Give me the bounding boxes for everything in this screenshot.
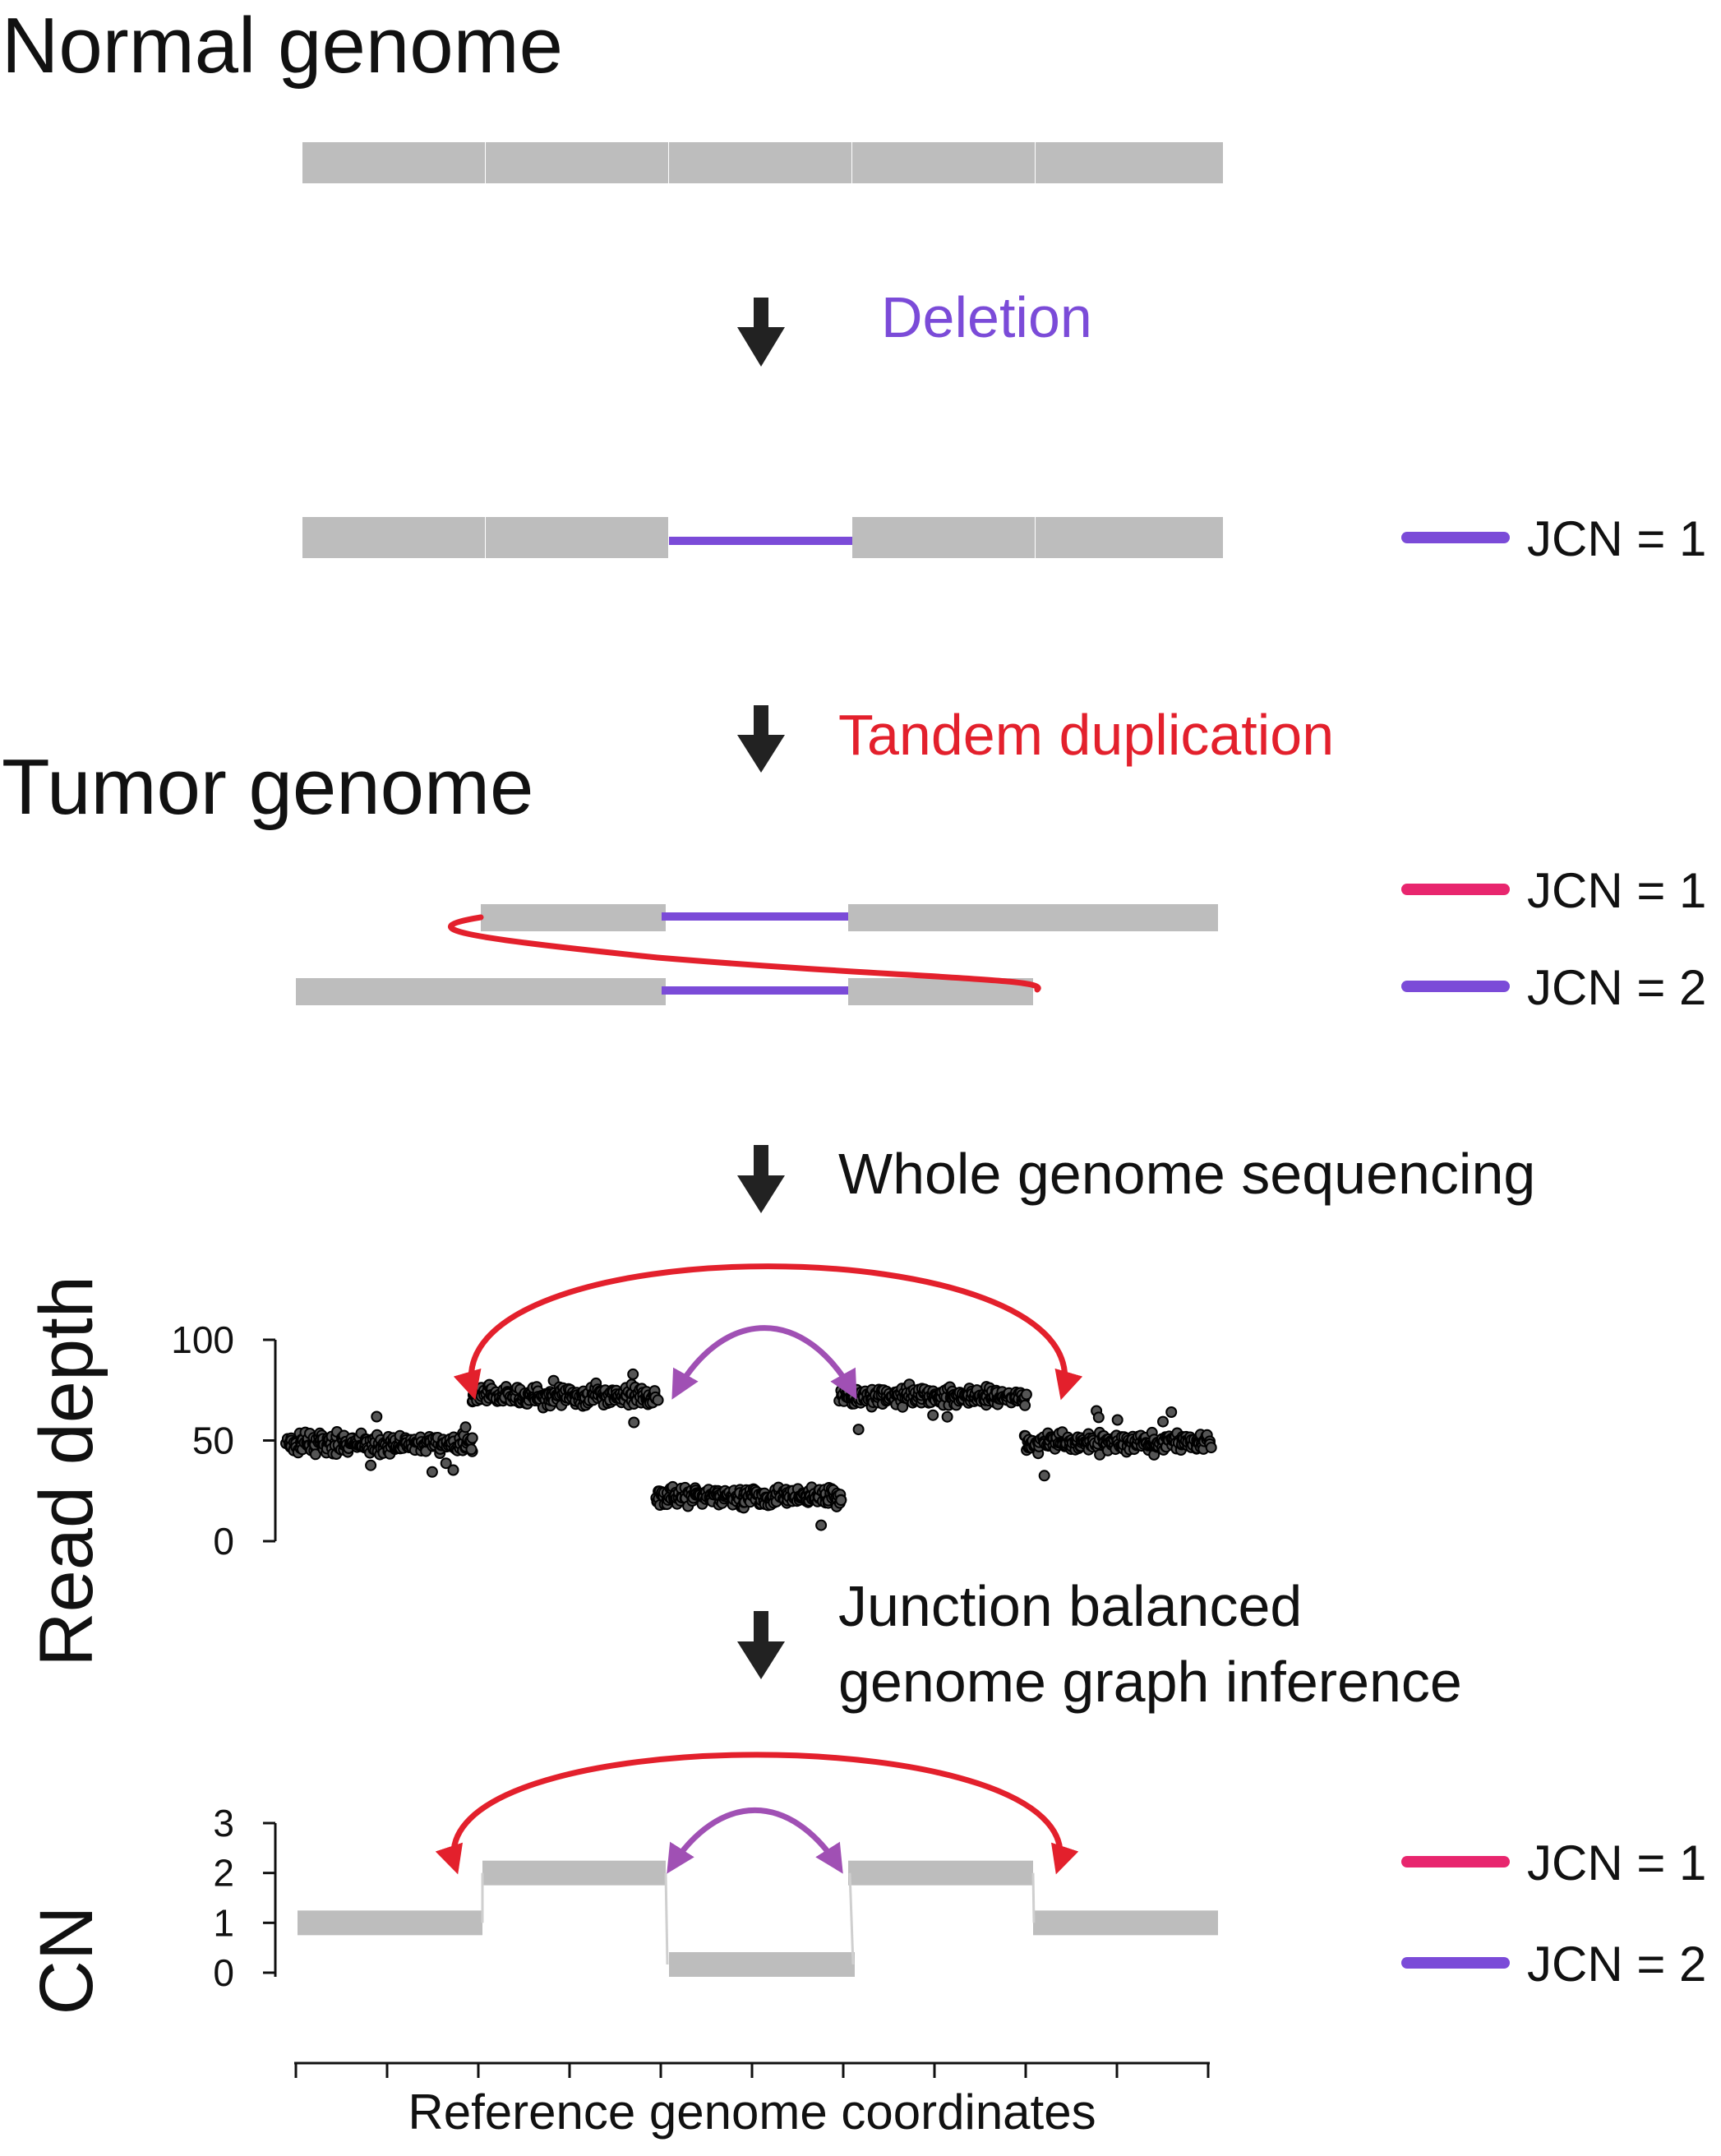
read-depth-point <box>815 1519 828 1531</box>
read-depth-point <box>1205 1442 1217 1454</box>
copy-number-segment <box>482 1860 666 1886</box>
read-depth-point <box>1019 1399 1031 1411</box>
read-depth-ticks: 0 50 100 <box>171 1318 275 1563</box>
down-arrow-icon <box>737 298 785 367</box>
read-depth-axis-title: Read depth <box>25 1276 108 1667</box>
copy-number-segment <box>1033 1910 1218 1936</box>
inference-step-label-line2: genome graph inference <box>838 1650 1462 1714</box>
read-depth-point <box>941 1410 953 1423</box>
read-depth-point <box>459 1421 472 1433</box>
read-depth-point <box>852 1424 865 1436</box>
legend-label: JCN = 2 <box>1527 960 1706 1015</box>
duplication-junction-arc <box>453 1263 1083 1401</box>
read-depth-point <box>835 1494 847 1507</box>
genome-segment <box>848 904 1033 931</box>
deleted-legend: JCN = 1 <box>1401 511 1706 566</box>
down-arrow-icon <box>737 1611 785 1679</box>
tandem-duplication-step-label: Tandem duplication <box>838 703 1334 767</box>
read-depth-point <box>628 1416 640 1429</box>
normal-genome-track <box>302 142 1223 183</box>
genome-segment <box>296 978 481 1005</box>
cn-ticks: 0 1 2 3 <box>213 1802 275 1994</box>
cn-segments <box>298 1860 1218 1977</box>
genome-segment <box>486 517 668 558</box>
genome-segment <box>852 142 1035 183</box>
read-depth-point <box>426 1466 438 1478</box>
deletion-junction-arc <box>667 1807 843 1874</box>
read-depth-point <box>466 1432 478 1444</box>
sequencing-step-label: Whole genome sequencing <box>838 1142 1535 1206</box>
down-arrow-icon <box>737 705 785 773</box>
down-arrow-icon <box>737 1145 785 1213</box>
genome-segment <box>1036 517 1223 558</box>
read-depth-point <box>465 1443 478 1456</box>
read-depth-chart: Read depth 0 50 100 <box>25 1263 1217 1667</box>
inference-step-label-line1: Junction balanced <box>838 1574 1302 1638</box>
read-depth-point <box>1020 1388 1032 1401</box>
read-depth-point <box>1092 1411 1105 1424</box>
deleted-genome-track <box>302 517 1223 558</box>
cn-legend: JCN = 1 JCN = 2 <box>1401 1835 1706 1992</box>
genome-segment <box>1036 142 1223 183</box>
tumor-genome-heading: Tumor genome <box>2 743 533 831</box>
segment-connector <box>664 1872 669 1965</box>
read-depth-point <box>927 1409 939 1421</box>
read-depth-point <box>1165 1406 1178 1418</box>
y-tick-label: 2 <box>213 1852 234 1895</box>
read-depth-point <box>447 1464 459 1476</box>
read-depth-point <box>371 1410 383 1423</box>
genome-segment <box>481 978 666 1005</box>
copy-number-segment <box>848 1860 1033 1886</box>
read-depth-junctions <box>453 1263 1083 1401</box>
genome-segment <box>302 142 485 183</box>
read-depth-point <box>365 1459 377 1471</box>
x-axis-title: Reference genome coordinates <box>408 2084 1096 2140</box>
y-tick-label: 50 <box>192 1420 234 1462</box>
segment-connector <box>848 1872 855 1965</box>
copy-number-chart: CN 0 1 2 3 Reference genome coordinates <box>25 1752 1218 2140</box>
y-tick-label: 100 <box>171 1318 234 1361</box>
read-depth-point <box>440 1457 452 1470</box>
read-depth-points <box>280 1368 1217 1531</box>
y-tick-label: 3 <box>213 1802 234 1844</box>
y-tick-label: 1 <box>213 1901 234 1944</box>
duplication-junction <box>448 914 1041 993</box>
genome-segment <box>302 517 485 558</box>
duplication-junction-arc <box>435 1752 1079 1875</box>
x-axis-ticks <box>294 2063 1210 2078</box>
normal-genome-heading: Normal genome <box>2 2 563 90</box>
segment-connector <box>1031 1872 1036 1923</box>
deletion-step-label: Deletion <box>881 285 1092 349</box>
read-depth-point <box>627 1368 639 1380</box>
read-depth-point <box>1038 1470 1050 1482</box>
read-depth-point <box>1111 1414 1123 1426</box>
genome-segment <box>852 517 1035 558</box>
tumor-genome-track <box>296 904 1218 1005</box>
cn-axis-title: CN <box>25 1906 108 2015</box>
legend-label: JCN = 1 <box>1527 863 1706 918</box>
legend-label: JCN = 1 <box>1527 1835 1706 1891</box>
y-tick-label: 0 <box>213 1520 234 1563</box>
legend-label: JCN = 2 <box>1527 1937 1706 1992</box>
genome-segment <box>1033 904 1218 931</box>
y-tick-label: 0 <box>213 1951 234 1994</box>
genome-segment <box>669 142 851 183</box>
genome-segment <box>481 904 666 931</box>
copy-number-segment <box>298 1910 482 1936</box>
tumor-legend: JCN = 1 JCN = 2 <box>1401 863 1706 1015</box>
deletion-junction-arc <box>671 1325 857 1400</box>
read-depth-point <box>1157 1415 1169 1428</box>
read-depth-point <box>652 1394 664 1406</box>
cn-junctions <box>435 1752 1079 1875</box>
legend-label: JCN = 1 <box>1527 511 1706 566</box>
copy-number-segment <box>669 1952 855 1977</box>
genome-segment <box>486 142 668 183</box>
